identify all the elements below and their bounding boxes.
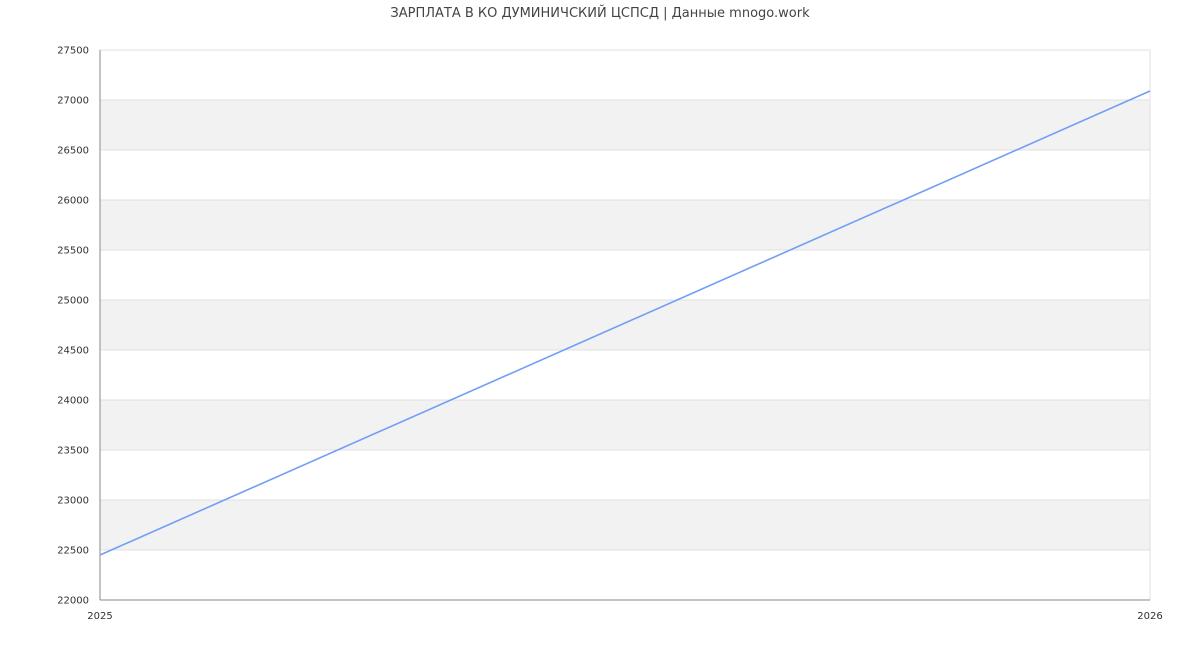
y-tick-label: 27000: [57, 96, 89, 107]
chart-title: ЗАРПЛАТА В КО ДУМИНИЧСКИЙ ЦСПСД | Данные…: [390, 6, 810, 21]
y-tick-label: 22000: [57, 596, 89, 607]
y-tick-label: 27500: [57, 46, 89, 57]
series-line: [99, 90, 1151, 556]
grid-band: [100, 300, 1150, 350]
y-tick-label: 26500: [57, 146, 89, 157]
x-tick-label: 2025: [87, 611, 112, 622]
grid-band: [100, 100, 1150, 150]
y-tick-label: 23000: [57, 496, 89, 507]
y-tick-label: 25000: [57, 296, 89, 307]
x-tick-label: 2026: [1137, 611, 1162, 622]
grid-band: [100, 400, 1150, 450]
y-tick-label: 23500: [57, 446, 89, 457]
grid-band: [100, 500, 1150, 550]
grid-band: [100, 200, 1150, 250]
y-tick-label: 24500: [57, 346, 89, 357]
y-tick-label: 24000: [57, 396, 89, 407]
y-tick-label: 22500: [57, 546, 89, 557]
y-tick-label: 26000: [57, 196, 89, 207]
y-tick-label: 25500: [57, 246, 89, 257]
